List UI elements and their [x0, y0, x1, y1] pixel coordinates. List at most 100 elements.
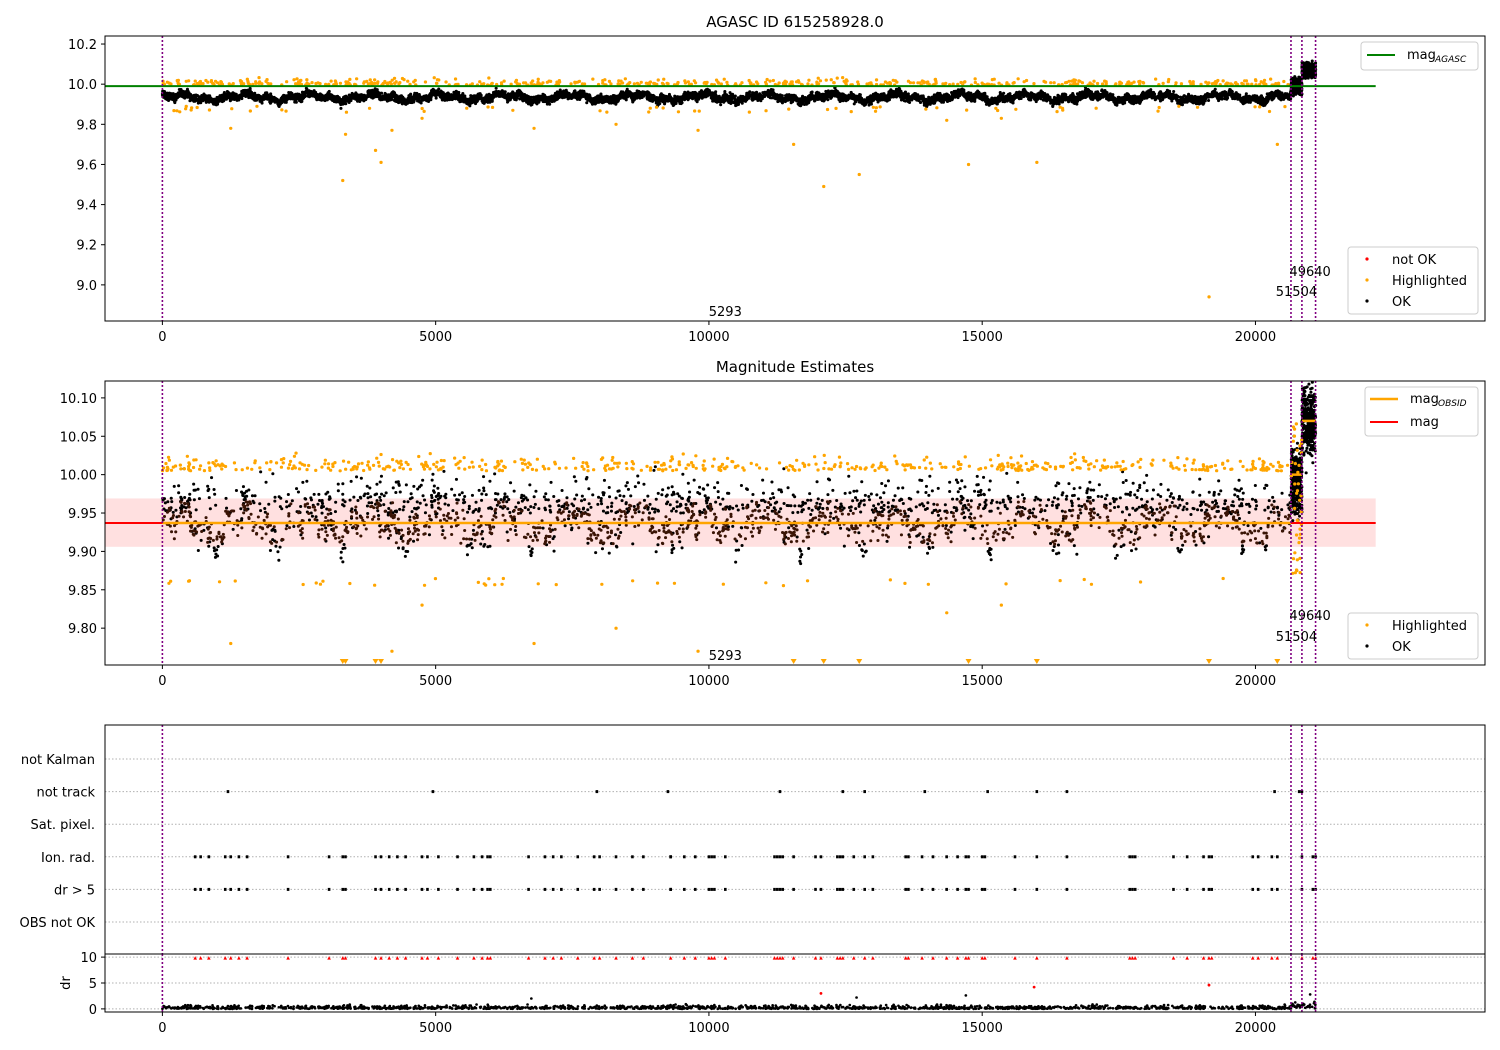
legend-marker [1365, 644, 1369, 648]
flag-event [237, 855, 241, 859]
flag-event [560, 855, 563, 859]
flag-event [631, 887, 634, 891]
legend-label-mag-agasc: mag [1407, 48, 1436, 63]
flag-event [863, 855, 866, 859]
flag-event [286, 887, 290, 891]
flag-event [710, 887, 713, 891]
dr-clipped-marker [485, 956, 490, 960]
flag-event [1013, 855, 1017, 859]
flag-event [379, 855, 383, 859]
dr-clipped-marker [835, 956, 840, 960]
dr-clipped-marker [286, 956, 290, 960]
dr-not-ok-point [1032, 985, 1036, 989]
flag-event [666, 790, 670, 794]
flag-event [396, 887, 399, 891]
clipped-marker [378, 659, 384, 664]
flag-event [437, 855, 440, 859]
flag-event [327, 855, 331, 859]
flag-event [1270, 855, 1274, 859]
dr-not-ok-point [819, 991, 823, 995]
dr-clipped-marker [1209, 956, 1214, 960]
dr-clipped-marker [480, 956, 484, 960]
flag-event [1202, 887, 1205, 891]
flag-event [781, 855, 785, 859]
ytick-label: 9.80 [68, 622, 97, 637]
dr-clipped-marker [780, 956, 785, 960]
flag-event [1207, 855, 1211, 859]
flag-event [707, 887, 711, 891]
flag-event [1251, 855, 1255, 859]
flag-event [592, 855, 596, 859]
flag-event [819, 855, 823, 859]
highlighted-points [161, 76, 1290, 299]
dr-clipped-marker [228, 956, 233, 960]
flag-event [1256, 855, 1260, 859]
ytick-label: 9.0 [76, 279, 97, 294]
flag-event [207, 855, 211, 859]
flag-event [1202, 855, 1205, 859]
dr-clipped-marker [966, 956, 971, 960]
flag-event [199, 855, 202, 859]
dr-clipped-marker [1127, 956, 1132, 960]
flag-event [707, 855, 711, 859]
flag-event [693, 887, 697, 891]
flag-row-label: dr > 5 [54, 883, 95, 898]
flag-event [980, 855, 984, 859]
dr-clipped-marker [983, 956, 987, 960]
ytick-label: 9.6 [76, 158, 97, 173]
dr-clipped-marker [340, 956, 345, 960]
flag-event [1035, 887, 1039, 891]
flag-event [472, 855, 476, 859]
legend-label: OK [1392, 295, 1411, 310]
flag-event [967, 855, 970, 859]
flag-event [543, 855, 547, 859]
axes-frame [104, 35, 1486, 322]
flag-event [852, 887, 856, 891]
flag-event [341, 887, 345, 891]
flag-event [986, 790, 989, 794]
flag-event [614, 887, 618, 891]
legend-sub-agasc: AGASC [1434, 55, 1467, 65]
flag-event [871, 887, 875, 891]
flag-event [871, 855, 875, 859]
dr-points [161, 993, 1317, 1011]
dr-clipped-marker [455, 956, 460, 960]
flag-event [841, 855, 845, 859]
legend-marker [1365, 299, 1369, 303]
flag-event [1013, 887, 1017, 891]
dr-clipped-marker [551, 956, 555, 960]
dr-clipped-marker [778, 956, 782, 960]
flag-event [374, 887, 377, 891]
dr-clipped-marker [1275, 956, 1280, 960]
flag-event [964, 887, 968, 891]
dr-clipped-marker [1207, 956, 1211, 960]
flag-event [683, 887, 686, 891]
flag-event [1300, 790, 1304, 794]
flag-event [387, 855, 391, 859]
flag-event [226, 790, 230, 794]
flag-event [814, 887, 817, 891]
flag-event [396, 855, 399, 859]
flag-event [595, 790, 599, 794]
flag-event [489, 887, 492, 891]
flag-event [456, 855, 459, 859]
dr-clipped-marker [813, 956, 818, 960]
dr-ytick-label: 5 [89, 977, 97, 992]
flag-event [693, 855, 697, 859]
flag-event [1210, 887, 1214, 891]
dr-clipped-marker [614, 956, 618, 960]
flag-event [920, 887, 924, 891]
xtick-label: 20000 [1235, 330, 1276, 345]
dr-clipped-marker [1250, 956, 1255, 960]
dr-clipped-marker [327, 956, 331, 960]
flag-event [560, 887, 563, 891]
flag-event [1185, 855, 1189, 859]
legend-status [1347, 246, 1479, 315]
ytick-label: 10.2 [68, 38, 97, 53]
obsid-label: 49640 [1289, 609, 1330, 624]
flag-event [1035, 855, 1039, 859]
flag-event [841, 790, 845, 794]
dr-clipped-marker [712, 956, 717, 960]
ytick-label: 9.2 [76, 239, 97, 254]
